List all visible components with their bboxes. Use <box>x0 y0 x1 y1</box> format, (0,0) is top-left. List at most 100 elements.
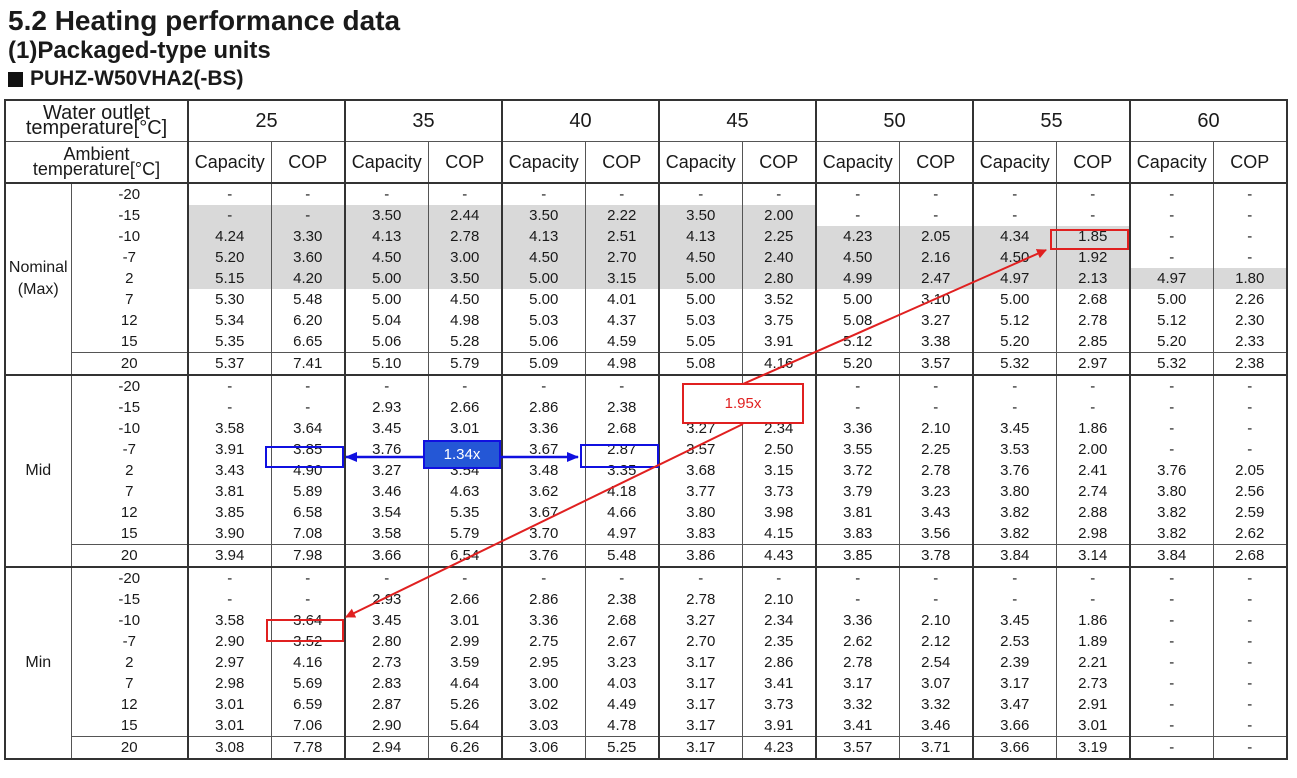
cop-cell: 3.59 <box>427 652 503 673</box>
ambient-temp-cell: 12 <box>70 502 189 523</box>
cop-cell: 2.10 <box>741 589 817 610</box>
capacity-cell: 5.20 <box>972 331 1057 353</box>
cop-cell: - <box>898 375 974 397</box>
ambient-temp-cell: -10 <box>70 226 189 247</box>
capacity-cell: - <box>1129 375 1214 397</box>
cop-cell: 2.00 <box>1055 439 1131 460</box>
capacity-cell: 3.80 <box>972 481 1057 502</box>
capacity-cell: - <box>972 375 1057 397</box>
table-row: 15 3.01 7.06 2.90 5.64 3.03 4.78 3.17 3.91 3.41 3.… <box>5 715 1289 737</box>
capacity-cell: - <box>344 567 429 589</box>
capacity-cell: 2.73 <box>344 652 429 673</box>
cop-cell: 2.62 <box>1212 523 1289 545</box>
cop-cell: 5.69 <box>270 673 346 694</box>
cop-cell: 2.26 <box>1212 289 1289 310</box>
capacity-cell: 3.91 <box>187 439 272 460</box>
cop-cell: - <box>270 567 346 589</box>
table-row: 7 3.81 5.89 3.46 4.63 3.62 4.18 3.77 3.73 3.79 3.2… <box>5 481 1289 502</box>
capacity-cell: 3.68 <box>658 460 743 481</box>
capacity-cell: - <box>501 183 586 205</box>
capacity-cell: 3.82 <box>1129 523 1214 545</box>
cop-cell: 7.08 <box>270 523 346 545</box>
capacity-cell: 5.08 <box>658 352 743 376</box>
capacity-cell: 5.06 <box>501 331 586 353</box>
ambient-temp-cell: -10 <box>70 418 189 439</box>
cop-cell: 3.91 <box>741 715 817 737</box>
cop-cell: 2.97 <box>1055 352 1131 376</box>
cop-cell: 3.15 <box>741 460 817 481</box>
cop-cell: - <box>1212 183 1289 205</box>
cop-cell: 4.66 <box>584 502 660 523</box>
table-row: 2 2.97 4.16 2.73 3.59 2.95 3.23 3.17 2.86 2.78 2.5… <box>5 652 1289 673</box>
cop-cell: 2.35 <box>741 631 817 652</box>
capacity-cell: 3.53 <box>972 439 1057 460</box>
capacity-cell: 3.45 <box>344 610 429 631</box>
cop-cell: 4.23 <box>741 736 817 760</box>
capacity-cell: - <box>1129 673 1214 694</box>
cop-cell: 2.67 <box>584 631 660 652</box>
table-row: Mid-20-------------- <box>4 374 1289 568</box>
cop-cell: 3.73 <box>741 481 817 502</box>
capacity-cell: 3.67 <box>501 502 586 523</box>
cop-cell: 4.37 <box>584 310 660 331</box>
cop-header: COP <box>741 141 817 184</box>
table-row: 20 3.08 7.78 2.94 6.26 3.06 5.25 3.17 4.23 3.57 3.… <box>5 736 1289 760</box>
cop-cell: 1.80 <box>1212 268 1289 289</box>
cop-cell: 6.20 <box>270 310 346 331</box>
cop-cell: 2.47 <box>898 268 974 289</box>
capacity-cell: 3.57 <box>658 439 743 460</box>
ambient-temp-cell: 2 <box>70 460 189 481</box>
capacity-cell: 3.02 <box>501 694 586 715</box>
capacity-cell: 3.80 <box>658 502 743 523</box>
cop-cell: 4.16 <box>741 352 817 376</box>
capacity-header: Capacity <box>1129 141 1214 184</box>
table-row: 7 5.30 5.48 5.00 4.50 5.00 4.01 5.00 3.52 5.00 3.1… <box>5 289 1289 310</box>
cop-cell: 2.74 <box>1055 481 1131 502</box>
capacity-cell: 4.13 <box>501 226 586 247</box>
capacity-cell: - <box>1129 397 1214 418</box>
cop-header: COP <box>1212 141 1289 184</box>
capacity-cell: 2.78 <box>815 652 900 673</box>
cop-cell: 3.57 <box>898 352 974 376</box>
ambient-temp-cell: 15 <box>70 715 189 737</box>
table-row: 2 5.15 4.20 5.00 3.50 5.00 3.15 5.00 2.80 4.99 2.4… <box>5 268 1289 289</box>
ambient-temp-cell: 20 <box>70 352 189 376</box>
capacity-cell: 4.97 <box>972 268 1057 289</box>
table-row: -10 4.24 3.30 4.13 2.78 4.13 2.51 4.13 2.25 4.23 2… <box>5 226 1289 247</box>
highlight-box-blue-right <box>580 444 659 468</box>
cop-cell: 2.12 <box>898 631 974 652</box>
capacity-cell: 5.00 <box>1129 289 1214 310</box>
highlight-box-red-top <box>1050 229 1129 250</box>
capacity-cell: - <box>187 183 272 205</box>
capacity-cell: - <box>972 567 1057 589</box>
capacity-cell: 5.03 <box>501 310 586 331</box>
capacity-cell: 5.20 <box>1129 331 1214 353</box>
capacity-cell: - <box>972 183 1057 205</box>
capacity-header: Capacity <box>187 141 272 184</box>
cop-cell: - <box>1212 567 1289 589</box>
capacity-cell: 3.45 <box>344 418 429 439</box>
cop-header: COP <box>427 141 503 184</box>
capacity-cell: 4.23 <box>815 226 900 247</box>
cop-header: COP <box>584 141 660 184</box>
cop-cell: 2.68 <box>1212 544 1289 568</box>
capacity-cell: 5.10 <box>344 352 429 376</box>
cop-cell: 6.54 <box>427 544 503 568</box>
cop-cell: 3.00 <box>427 247 503 268</box>
capacity-cell: 3.83 <box>815 523 900 545</box>
capacity-cell: - <box>1129 610 1214 631</box>
cop-cell: 5.48 <box>270 289 346 310</box>
capacity-cell: - <box>1129 183 1214 205</box>
capacity-cell: - <box>187 567 272 589</box>
group-label-cell: Mid <box>4 374 72 568</box>
capacity-cell: 3.81 <box>815 502 900 523</box>
cop-cell: 2.88 <box>1055 502 1131 523</box>
cop-cell: 4.03 <box>584 673 660 694</box>
capacity-cell: 3.50 <box>501 205 586 226</box>
capacity-cell: - <box>187 375 272 397</box>
cop-cell: 4.18 <box>584 481 660 502</box>
capacity-cell: 3.76 <box>972 460 1057 481</box>
water-outlet-label-1: Water outlet <box>42 102 151 124</box>
water-temp-header: 35 <box>344 99 503 142</box>
capacity-cell: 3.17 <box>658 715 743 737</box>
